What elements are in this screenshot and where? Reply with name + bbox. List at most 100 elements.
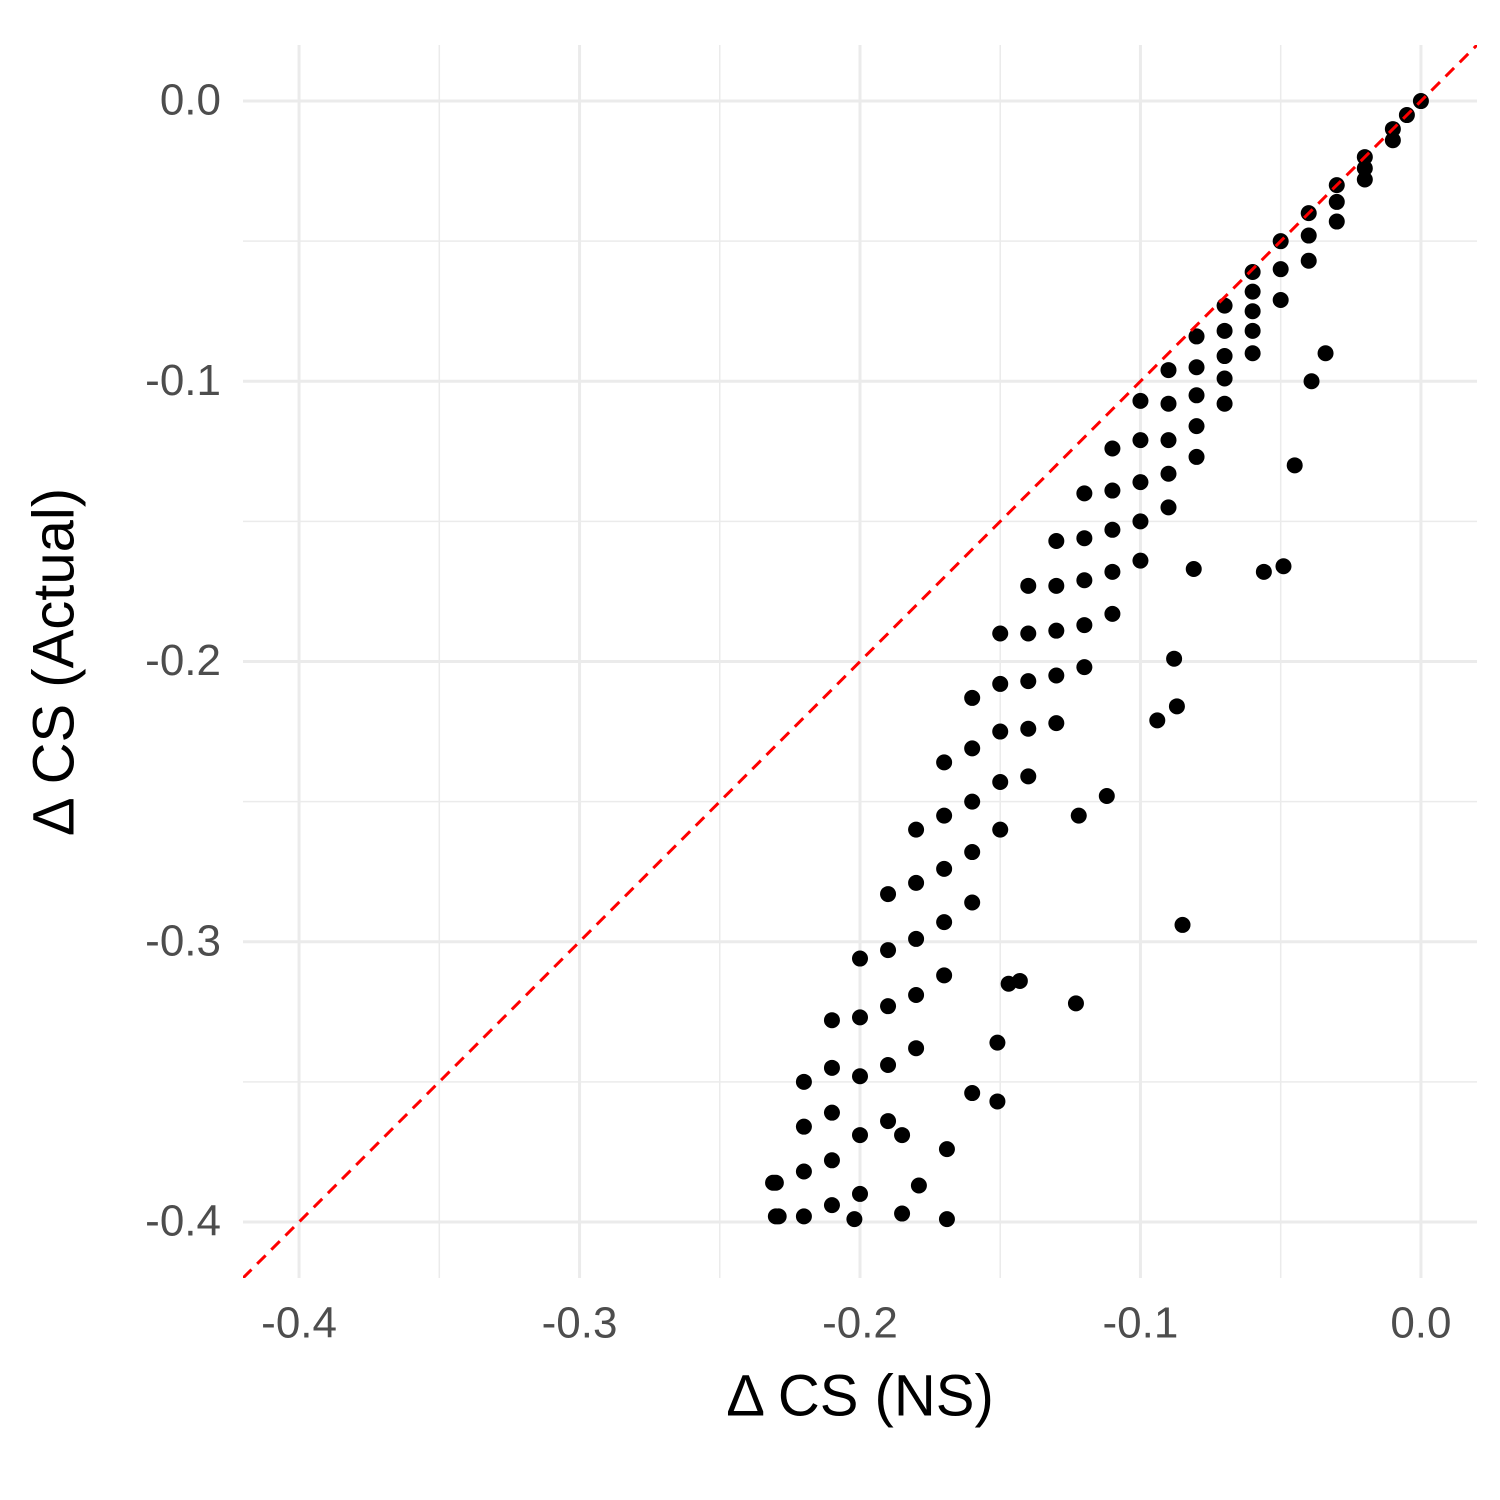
point: [1188, 418, 1205, 435]
point: [1160, 465, 1177, 482]
point: [910, 1177, 927, 1194]
point: [1216, 395, 1233, 412]
point: [992, 773, 1009, 790]
point: [1149, 712, 1166, 729]
point: [894, 1205, 911, 1222]
point: [992, 625, 1009, 642]
point: [1216, 348, 1233, 365]
point: [1067, 995, 1084, 1012]
point: [765, 1174, 782, 1191]
point: [1272, 261, 1289, 278]
point: [1048, 533, 1065, 550]
point: [1048, 667, 1065, 684]
point: [1255, 563, 1272, 580]
point: [992, 675, 1009, 692]
point: [1104, 521, 1121, 538]
point: [992, 723, 1009, 740]
point: [1216, 322, 1233, 339]
point: [936, 754, 953, 771]
point: [1076, 530, 1093, 547]
point: [1070, 807, 1087, 824]
point: [1303, 373, 1320, 390]
point: [1160, 499, 1177, 516]
point: [852, 1185, 868, 1202]
point: [880, 998, 897, 1015]
point: [1166, 650, 1183, 667]
point: [880, 942, 897, 959]
point: [936, 967, 953, 984]
point: [1300, 252, 1317, 269]
point: [795, 1163, 812, 1180]
point: [1132, 552, 1149, 569]
point: [1048, 577, 1065, 594]
reference-line: [243, 45, 1477, 1278]
point: [989, 1093, 1006, 1110]
point: [1185, 561, 1202, 578]
point: [1244, 345, 1261, 362]
point: [1286, 457, 1303, 474]
point: [936, 807, 953, 824]
point: [795, 1118, 812, 1135]
point: [938, 1211, 955, 1228]
point: [964, 894, 981, 911]
y-axis-title: Δ CS (Actual): [21, 488, 86, 836]
points: [765, 93, 1429, 1228]
labels: Δ CS (NS) Δ CS (Actual) -0.4 -0.3 -0.2 -0.1…: [21, 76, 1451, 1429]
point: [1020, 768, 1037, 785]
point: [964, 793, 981, 810]
point: [795, 1208, 812, 1225]
point: [989, 1034, 1006, 1051]
point: [1104, 440, 1121, 457]
point: [852, 1127, 868, 1144]
point: [1160, 362, 1177, 379]
point: [1216, 370, 1233, 387]
point: [1132, 392, 1149, 409]
point: [852, 950, 868, 967]
point: [1104, 482, 1121, 499]
point: [1132, 474, 1149, 491]
point: [1160, 432, 1177, 449]
point: [1076, 617, 1093, 634]
point: [1011, 972, 1028, 989]
point: [992, 821, 1009, 838]
point: [1244, 263, 1261, 280]
point: [1076, 485, 1093, 502]
point: [1384, 132, 1401, 149]
point: [964, 689, 981, 706]
point: [823, 1197, 840, 1214]
point: [908, 874, 925, 891]
point: [1020, 720, 1037, 737]
point: [1356, 160, 1373, 177]
point: [770, 1208, 787, 1225]
point: [1020, 577, 1037, 594]
point: [1020, 625, 1037, 642]
point: [1132, 513, 1149, 530]
point: [1317, 345, 1334, 362]
point: [1244, 303, 1261, 320]
point: [1188, 328, 1205, 345]
point: [964, 740, 981, 757]
point: [1328, 193, 1345, 210]
point: [1174, 916, 1191, 933]
point: [852, 1009, 868, 1026]
point: [1272, 292, 1289, 309]
point: [938, 1141, 955, 1158]
point: [823, 1059, 840, 1076]
point: [1328, 213, 1345, 230]
point: [880, 886, 897, 903]
x-tick-label: -0.2: [822, 1299, 898, 1348]
point: [1188, 387, 1205, 404]
point: [1244, 283, 1261, 300]
x-tick-label: 0.0: [1390, 1299, 1451, 1348]
point: [1104, 605, 1121, 622]
point: [1275, 558, 1292, 575]
point: [852, 1068, 868, 1085]
point: [908, 821, 925, 838]
point: [795, 1073, 812, 1090]
point: [1076, 572, 1093, 589]
point: [1076, 659, 1093, 676]
point: [1188, 359, 1205, 376]
point: [1244, 322, 1261, 339]
point: [1048, 622, 1065, 639]
